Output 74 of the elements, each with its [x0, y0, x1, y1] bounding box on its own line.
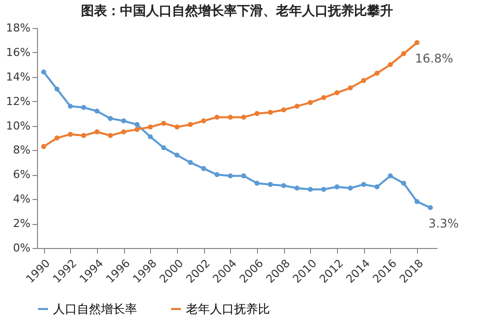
legend-label: 人口自然增长率 [53, 302, 137, 316]
point [254, 111, 260, 116]
y-tick-label: 6% [13, 168, 30, 182]
point [321, 186, 326, 192]
legend-label: 老年人口抚养比 [186, 302, 270, 316]
y-tick-label: 16% [6, 46, 30, 59]
point [174, 152, 180, 158]
y-tick-label: 12% [6, 94, 30, 108]
point [41, 144, 46, 150]
point [81, 133, 86, 138]
point [81, 104, 86, 110]
point [348, 186, 353, 191]
point [414, 199, 420, 204]
point [161, 145, 166, 150]
y-tick-label: 4% [13, 192, 30, 206]
point [281, 107, 286, 112]
chart-title: 图表：中国人口自然增长率下滑、老年人口抚养比攀升 [81, 3, 393, 19]
y-tick-label: 8% [13, 144, 30, 157]
point [401, 51, 406, 56]
point [374, 184, 380, 190]
point [228, 114, 233, 120]
point [268, 182, 273, 187]
point [348, 85, 353, 90]
point [121, 118, 126, 124]
annotation: 3.3% [428, 216, 459, 231]
point [148, 124, 153, 130]
point [134, 126, 140, 132]
y-tick-label: 18% [6, 22, 30, 34]
point [294, 104, 300, 109]
point [334, 90, 340, 96]
point [41, 70, 46, 74]
point [361, 78, 366, 84]
y-tick-label: 0% [13, 242, 30, 254]
point [388, 173, 393, 178]
point [428, 205, 433, 210]
point [214, 172, 220, 178]
point [361, 182, 366, 187]
point [94, 108, 100, 114]
point [228, 173, 233, 178]
y-tick-label: 2% [13, 217, 30, 230]
point [281, 183, 286, 188]
point [68, 132, 73, 137]
point [388, 62, 393, 68]
point [174, 124, 180, 130]
point [241, 173, 246, 178]
point [294, 186, 300, 191]
point [188, 160, 193, 165]
point [414, 40, 420, 46]
point [268, 110, 273, 115]
point [188, 122, 193, 128]
point [308, 186, 313, 192]
point [108, 116, 113, 121]
point [134, 122, 140, 128]
point [254, 180, 260, 186]
point [94, 129, 100, 134]
point [321, 95, 326, 100]
point [108, 133, 113, 138]
point [201, 118, 206, 124]
point [241, 114, 246, 120]
point [54, 86, 60, 92]
point [68, 104, 73, 109]
y-tick-label: 10% [6, 119, 30, 132]
point [214, 114, 220, 120]
point [334, 184, 340, 190]
y-tick-label: 14% [6, 70, 30, 84]
point [54, 136, 60, 140]
point [201, 166, 206, 172]
point [121, 129, 126, 134]
point [401, 180, 406, 186]
point [374, 70, 380, 76]
point [161, 120, 166, 126]
annotation: 16.8% [415, 52, 454, 66]
point [308, 100, 313, 106]
point [148, 134, 153, 140]
